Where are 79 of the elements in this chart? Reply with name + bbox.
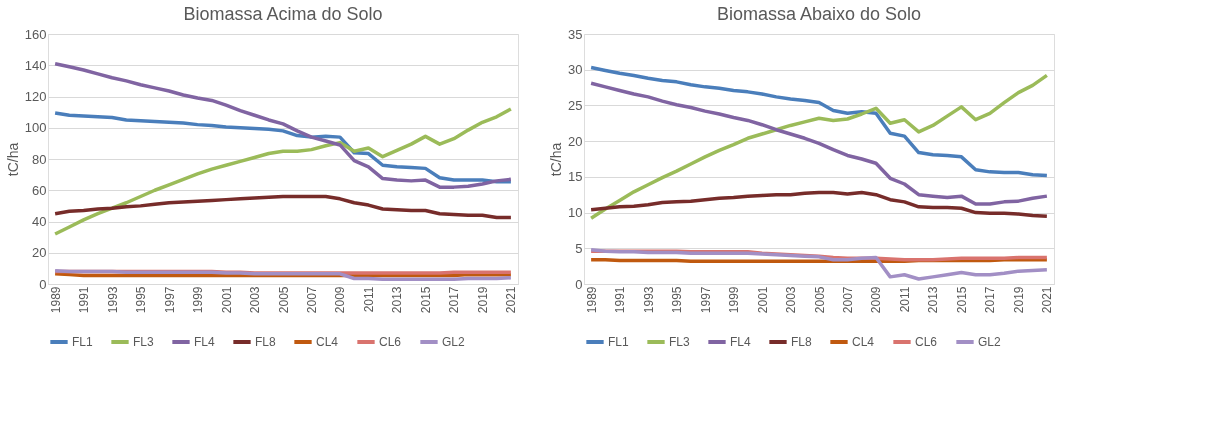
legend-label: FL1 — [72, 335, 93, 349]
x-tick-label: 1995 — [670, 286, 685, 314]
legend-label: CL6 — [915, 335, 938, 349]
y-tick-label: 25 — [568, 97, 583, 113]
legend-label: FL4 — [730, 335, 751, 349]
line-series — [589, 81, 1049, 206]
x-tick-label: 2001 — [755, 286, 770, 314]
y-tick-label: 10 — [568, 205, 583, 221]
y-tick-label: 160 — [24, 26, 47, 42]
x-tick-label: 2011 — [897, 286, 912, 313]
legend-label: FL8 — [791, 335, 812, 349]
x-tick-label: 1999 — [727, 286, 742, 314]
y-tick-label: 0 — [39, 276, 47, 292]
x-tick-label: 1989 — [584, 286, 599, 314]
x-tick-label: 2017 — [983, 286, 998, 314]
x-tick-label: 2007 — [304, 286, 319, 314]
y-tick-label: 40 — [32, 214, 47, 229]
y-tick-label: 15 — [568, 169, 583, 185]
line-series — [589, 190, 1049, 218]
y-tick-label: 60 — [32, 182, 47, 198]
chart-title: Biomassa Abaixo do Solo — [716, 4, 922, 24]
x-tick-label: 1993 — [105, 286, 120, 314]
legend-label: GL2 — [978, 335, 1002, 349]
x-tick-label: 2001 — [219, 286, 234, 314]
y-axis-title: tC/ha — [548, 142, 565, 177]
legend-label: CL4 — [316, 335, 339, 349]
legend-label: CL6 — [379, 335, 402, 349]
legend-label: FL3 — [669, 335, 690, 349]
x-tick-label: 1997 — [162, 286, 177, 314]
x-tick-label: 2015 — [954, 286, 969, 314]
y-tick-label: 140 — [24, 57, 47, 73]
legend-label: FL3 — [133, 335, 154, 349]
line-series — [53, 194, 513, 220]
x-tick-label: 2015 — [418, 286, 433, 314]
y-axis-title: tC/ha — [4, 142, 21, 177]
legend-label: FL4 — [194, 335, 215, 349]
x-tick-label: 2019 — [475, 286, 490, 314]
legend-label: CL4 — [852, 335, 875, 349]
y-tick-label: 20 — [32, 245, 47, 261]
x-tick-label: 2003 — [784, 286, 799, 314]
legend-label: GL2 — [442, 335, 466, 349]
x-tick-label: 2019 — [1011, 286, 1026, 314]
y-tick-label: 35 — [568, 26, 583, 42]
x-tick-label: 1999 — [191, 286, 206, 314]
x-tick-label: 2009 — [333, 286, 348, 314]
line-series — [53, 107, 513, 236]
y-tick-label: 5 — [575, 240, 583, 256]
y-tick-label: 80 — [32, 151, 47, 167]
x-tick-label: 1993 — [641, 286, 656, 314]
x-tick-label: 1995 — [134, 286, 149, 314]
x-tick-label: 2005 — [812, 286, 827, 314]
y-tick-label: 30 — [568, 62, 583, 78]
line-series — [589, 65, 1049, 178]
y-tick-label: 0 — [575, 276, 583, 292]
x-tick-label: 2003 — [248, 286, 263, 314]
x-tick-label: 2005 — [276, 286, 291, 314]
x-tick-label: 1991 — [613, 286, 628, 314]
x-tick-label: 2009 — [869, 286, 884, 314]
y-tick-label: 100 — [24, 120, 47, 136]
y-tick-label: 120 — [24, 89, 47, 104]
line-series — [589, 247, 1049, 281]
x-tick-label: 2013 — [926, 286, 941, 314]
x-tick-label: 2013 — [390, 286, 405, 314]
y-tick-label: 20 — [568, 133, 583, 149]
x-tick-label: 2011 — [361, 286, 376, 313]
line-series — [589, 73, 1049, 221]
line-series — [53, 111, 513, 184]
x-tick-label: 2021 — [1040, 286, 1055, 314]
x-tick-label: 2007 — [840, 286, 855, 314]
legend-label: FL1 — [608, 335, 629, 349]
chart-title: Biomassa Acima do Solo — [183, 4, 383, 24]
x-tick-label: 1989 — [48, 286, 63, 314]
x-tick-label: 1991 — [77, 286, 92, 314]
x-tick-label: 1997 — [698, 286, 713, 314]
line-series — [53, 268, 513, 282]
x-tick-label: 2017 — [447, 286, 462, 314]
line-series — [53, 61, 513, 189]
legend-label: FL8 — [255, 335, 276, 349]
x-tick-label: 2021 — [504, 286, 519, 314]
